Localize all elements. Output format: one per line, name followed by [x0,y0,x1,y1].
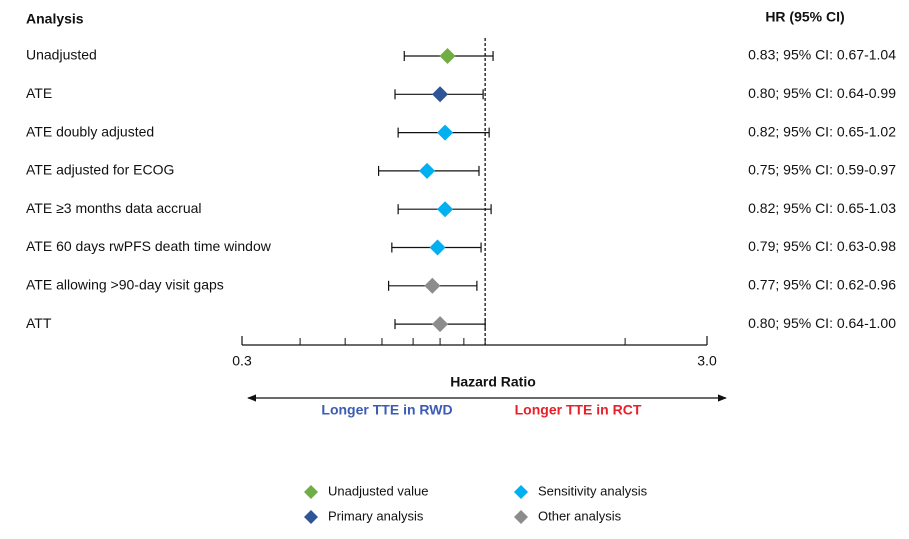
legend-label: Sensitivity analysis [538,483,648,498]
analysis-label: ATE doubly adjusted [26,123,154,139]
point-estimate [437,124,454,141]
analysis-label: Unadjusted [26,47,97,63]
point-estimate [432,316,449,333]
value-label: 0.82; 95% CI: 0.65-1.02 [748,123,896,139]
analysis-label: ATE allowing >90-day visit gaps [26,277,224,293]
analysis-label: ATE [26,85,52,101]
analysis-label: ATT [26,315,52,331]
legend-label: Other analysis [538,508,622,523]
value-label: 0.77; 95% CI: 0.62-0.96 [748,277,896,293]
value-label: 0.75; 95% CI: 0.59-0.97 [748,162,896,178]
analysis-header: Analysis [26,11,84,27]
point-estimate [424,277,441,294]
x-tick-label: 3.0 [697,353,717,369]
legend-marker [514,510,528,524]
legend-marker [514,485,528,499]
point-estimate [429,239,446,256]
point-estimate [432,86,449,103]
legend-label: Unadjusted value [328,483,428,498]
value-header: HR (95% CI) [765,9,844,25]
value-label: 0.83; 95% CI: 0.67-1.04 [748,47,896,63]
left-arrow-label: Longer TTE in RWD [321,402,452,418]
legend-marker [304,510,318,524]
analysis-label: ATE adjusted for ECOG [26,162,174,178]
value-label: 0.79; 95% CI: 0.63-0.98 [748,238,896,254]
point-estimate [439,48,456,64]
x-tick-label: 0.3 [232,353,252,369]
value-label: 0.80; 95% CI: 0.64-1.00 [748,315,896,331]
value-label: 0.82; 95% CI: 0.65-1.03 [748,200,896,216]
point-estimate [437,201,454,218]
analysis-label: ATE 60 days rwPFS death time window [26,238,272,254]
x-axis-label: Hazard Ratio [450,374,536,390]
legend-marker [304,485,318,499]
right-arrow-label: Longer TTE in RCT [515,402,642,418]
legend-label: Primary analysis [328,508,424,523]
value-label: 0.80; 95% CI: 0.64-0.99 [748,85,896,101]
point-estimate [419,162,436,179]
analysis-label: ATE ≥3 months data accrual [26,200,202,216]
